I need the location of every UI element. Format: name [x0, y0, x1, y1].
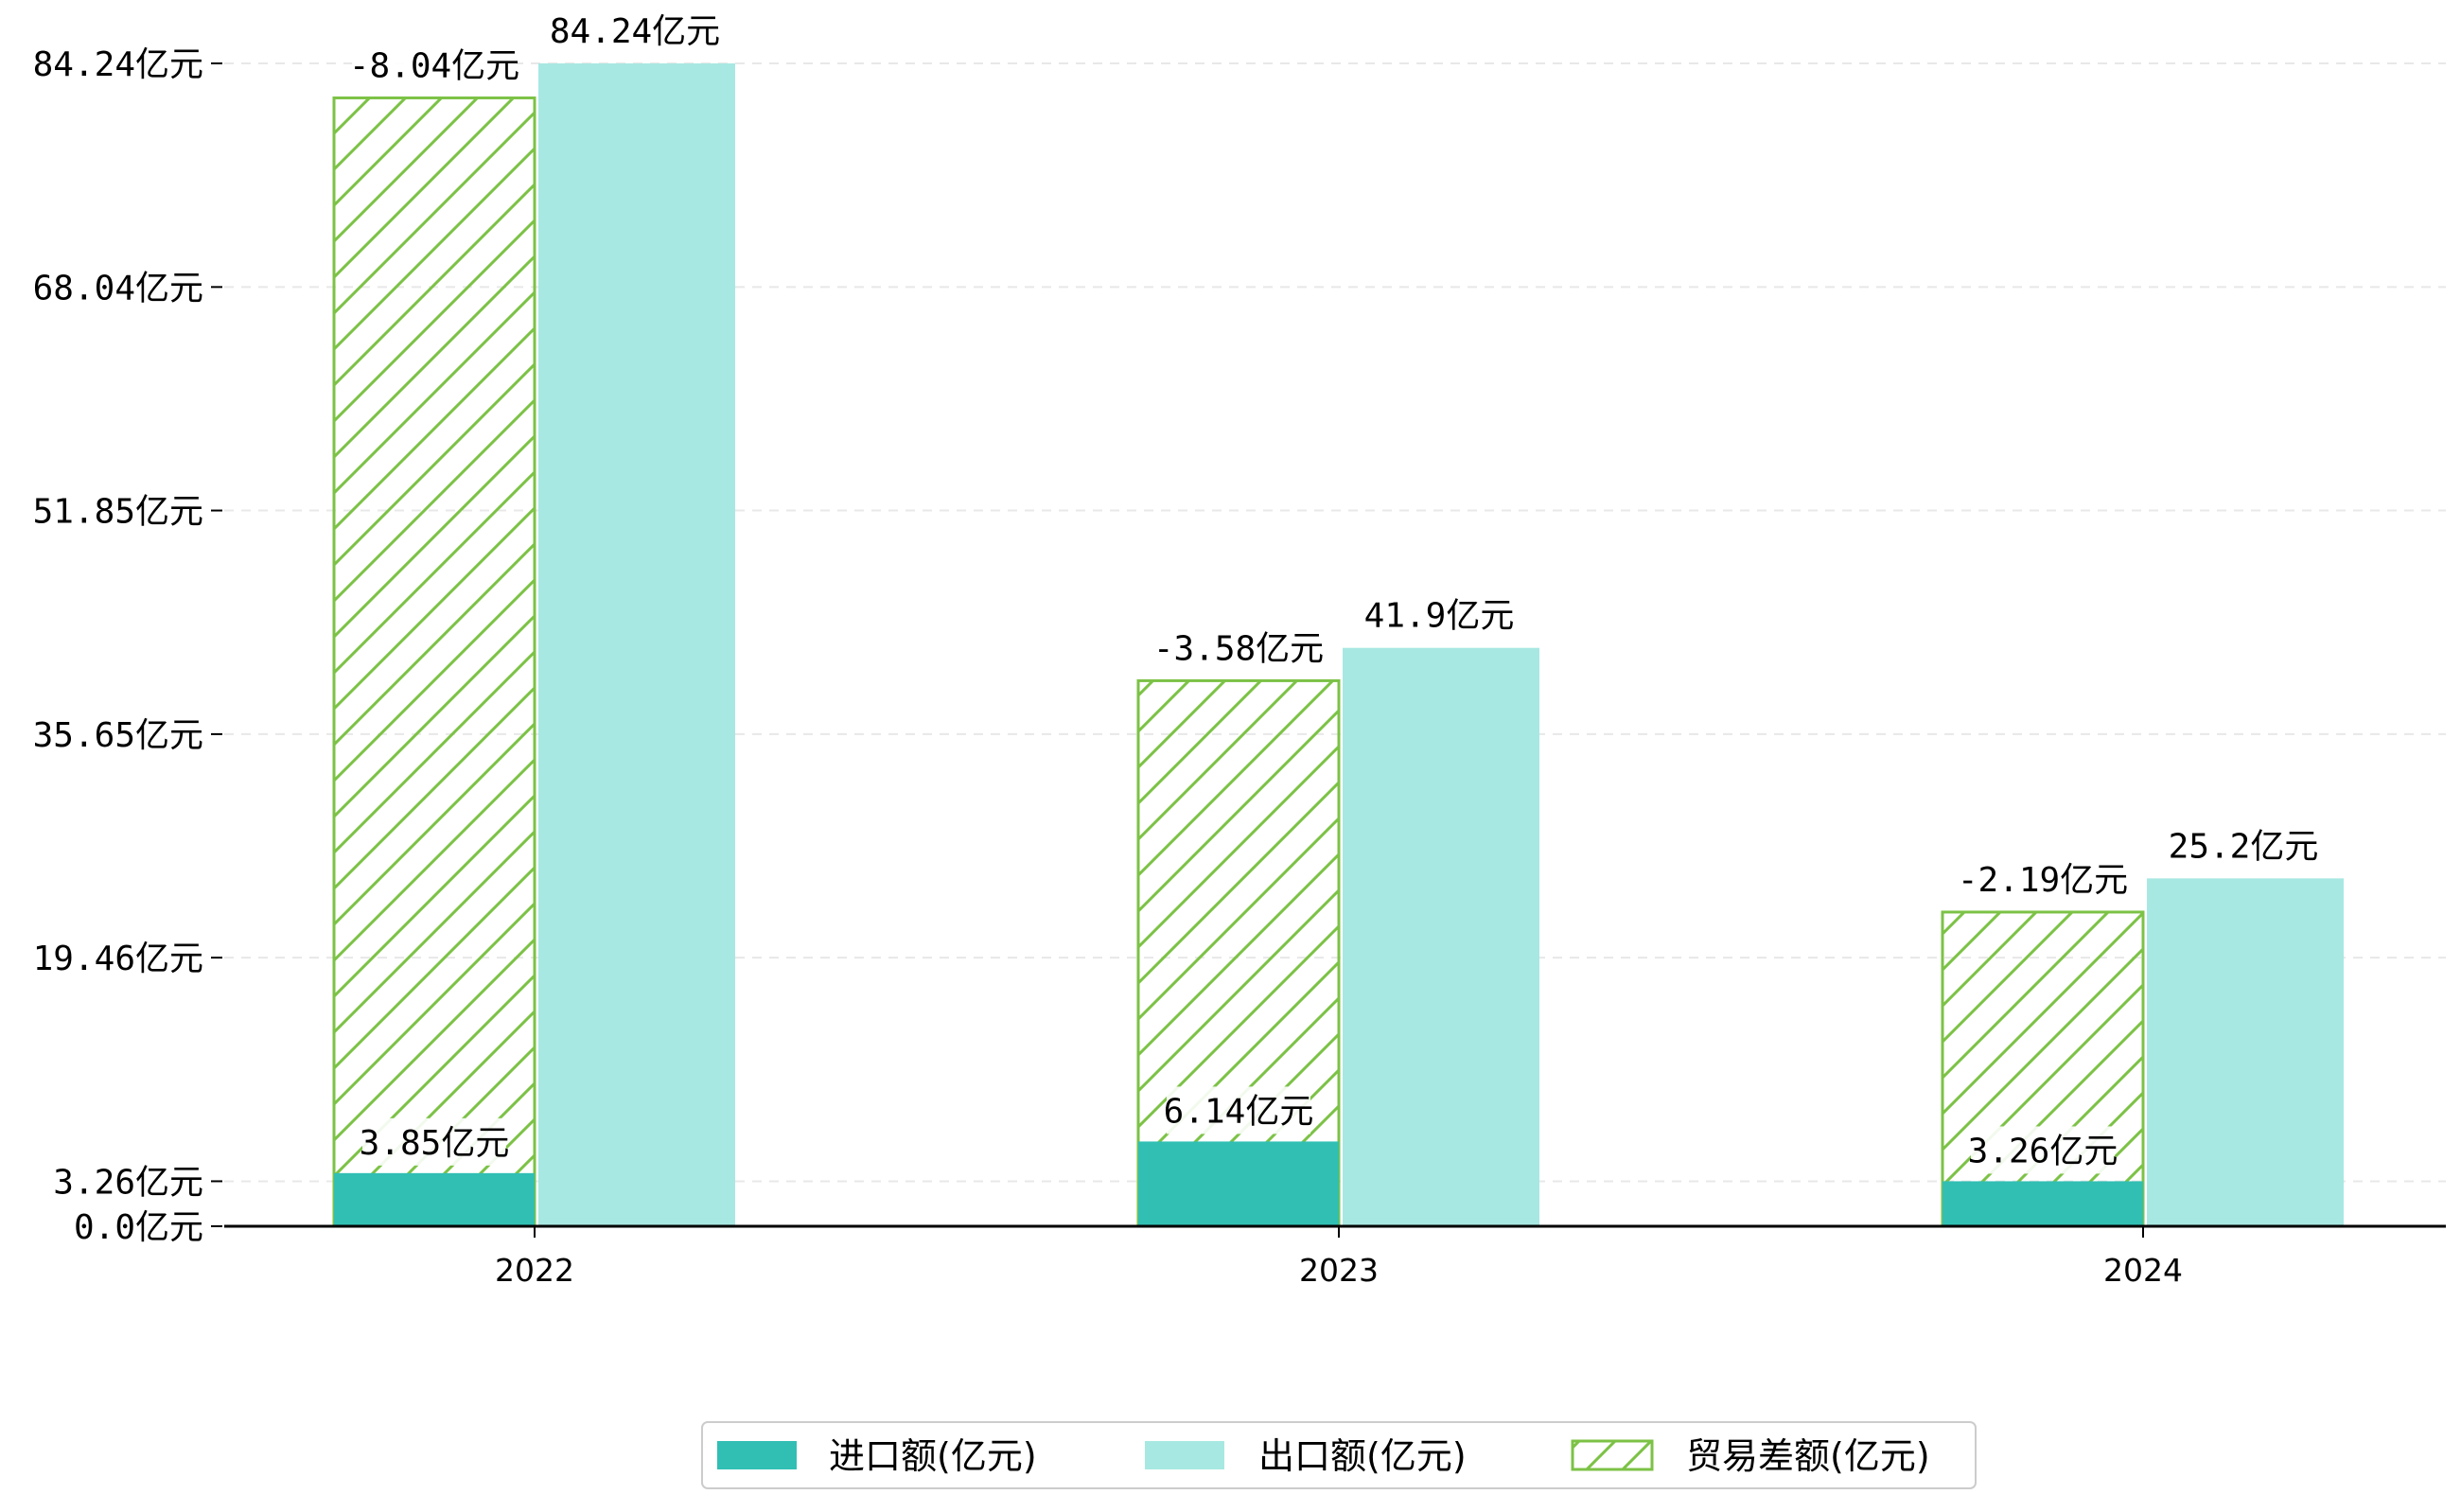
export-value-label: 84.24亿元 — [550, 12, 720, 51]
axes: 0.0亿元 3.26亿元 19.46亿元 35.65亿元 51.85亿元 68.04亿元 8… — [33, 45, 2446, 1289]
import-bar — [1138, 1141, 1339, 1226]
x-tick-label: 2023 — [1299, 1252, 1379, 1289]
import-value-label-bg — [362, 1117, 506, 1166]
legend-swatch-export — [1145, 1441, 1224, 1469]
balance-value-label-bg — [1960, 854, 2125, 903]
export-bar — [2147, 878, 2344, 1226]
export-value-label-bg — [2171, 821, 2315, 870]
x-tick-label: 2022 — [495, 1252, 574, 1289]
legend-box — [701, 1421, 1977, 1489]
balance-value-label: -2.19亿元 — [1958, 861, 2128, 900]
balance-bar — [1136, 678, 1341, 1228]
y-tick-label: 68.04亿元 — [33, 269, 203, 308]
balance-value-label: -3.58亿元 — [1153, 629, 1324, 668]
y-tick-label: 3.26亿元 — [53, 1163, 203, 1202]
balance-bar — [332, 96, 536, 1228]
export-bar — [1343, 647, 1539, 1226]
import-value-label-bg — [1167, 1086, 1310, 1134]
x-tick-label: 2024 — [2103, 1252, 2183, 1289]
legend-label-import: 进口额(亿元) — [829, 1435, 1037, 1477]
balance-value-label-bg — [1156, 624, 1321, 672]
legend-swatch-import — [717, 1441, 797, 1469]
balance-bar — [1941, 910, 2145, 1228]
legend-label-export: 出口额(亿元) — [1258, 1435, 1467, 1477]
import-value-label: 3.85亿元 — [360, 1124, 510, 1163]
export-value-label: 41.9亿元 — [1364, 597, 1515, 636]
bars — [332, 63, 2344, 1228]
export-value-label-bg — [1367, 590, 1511, 639]
balance-value-label: -8.04亿元 — [349, 46, 519, 85]
y-tick-label: 19.46亿元 — [33, 940, 203, 978]
import-value-label: 6.14亿元 — [1164, 1092, 1314, 1131]
y-tick-label: 84.24亿元 — [33, 45, 203, 84]
export-bar — [538, 63, 735, 1226]
y-tick-label: 35.65亿元 — [33, 716, 203, 755]
data-labels: -8.04亿元 84.24亿元 3.85亿元 -3.58亿元 41.9亿元 6.14亿元 -… — [349, 7, 2319, 1174]
export-value-label: 25.2亿元 — [2169, 827, 2319, 866]
y-tick-label: 0.0亿元 — [74, 1208, 203, 1247]
legend-swatch-balance — [1571, 1439, 1654, 1471]
balance-value-label-bg — [352, 41, 517, 89]
import-bar — [1942, 1181, 2143, 1226]
export-value-label-bg — [553, 7, 717, 54]
legend: 进口额(亿元) 出口额(亿元) 贸易差额(亿元) — [701, 1421, 1977, 1489]
import-value-label-bg — [1971, 1126, 2115, 1174]
import-bar — [334, 1172, 535, 1226]
import-value-label: 3.26亿元 — [1968, 1132, 2118, 1170]
y-tick-label: 51.85亿元 — [33, 493, 203, 532]
legend-label-balance: 贸易差额(亿元) — [1686, 1435, 1930, 1477]
